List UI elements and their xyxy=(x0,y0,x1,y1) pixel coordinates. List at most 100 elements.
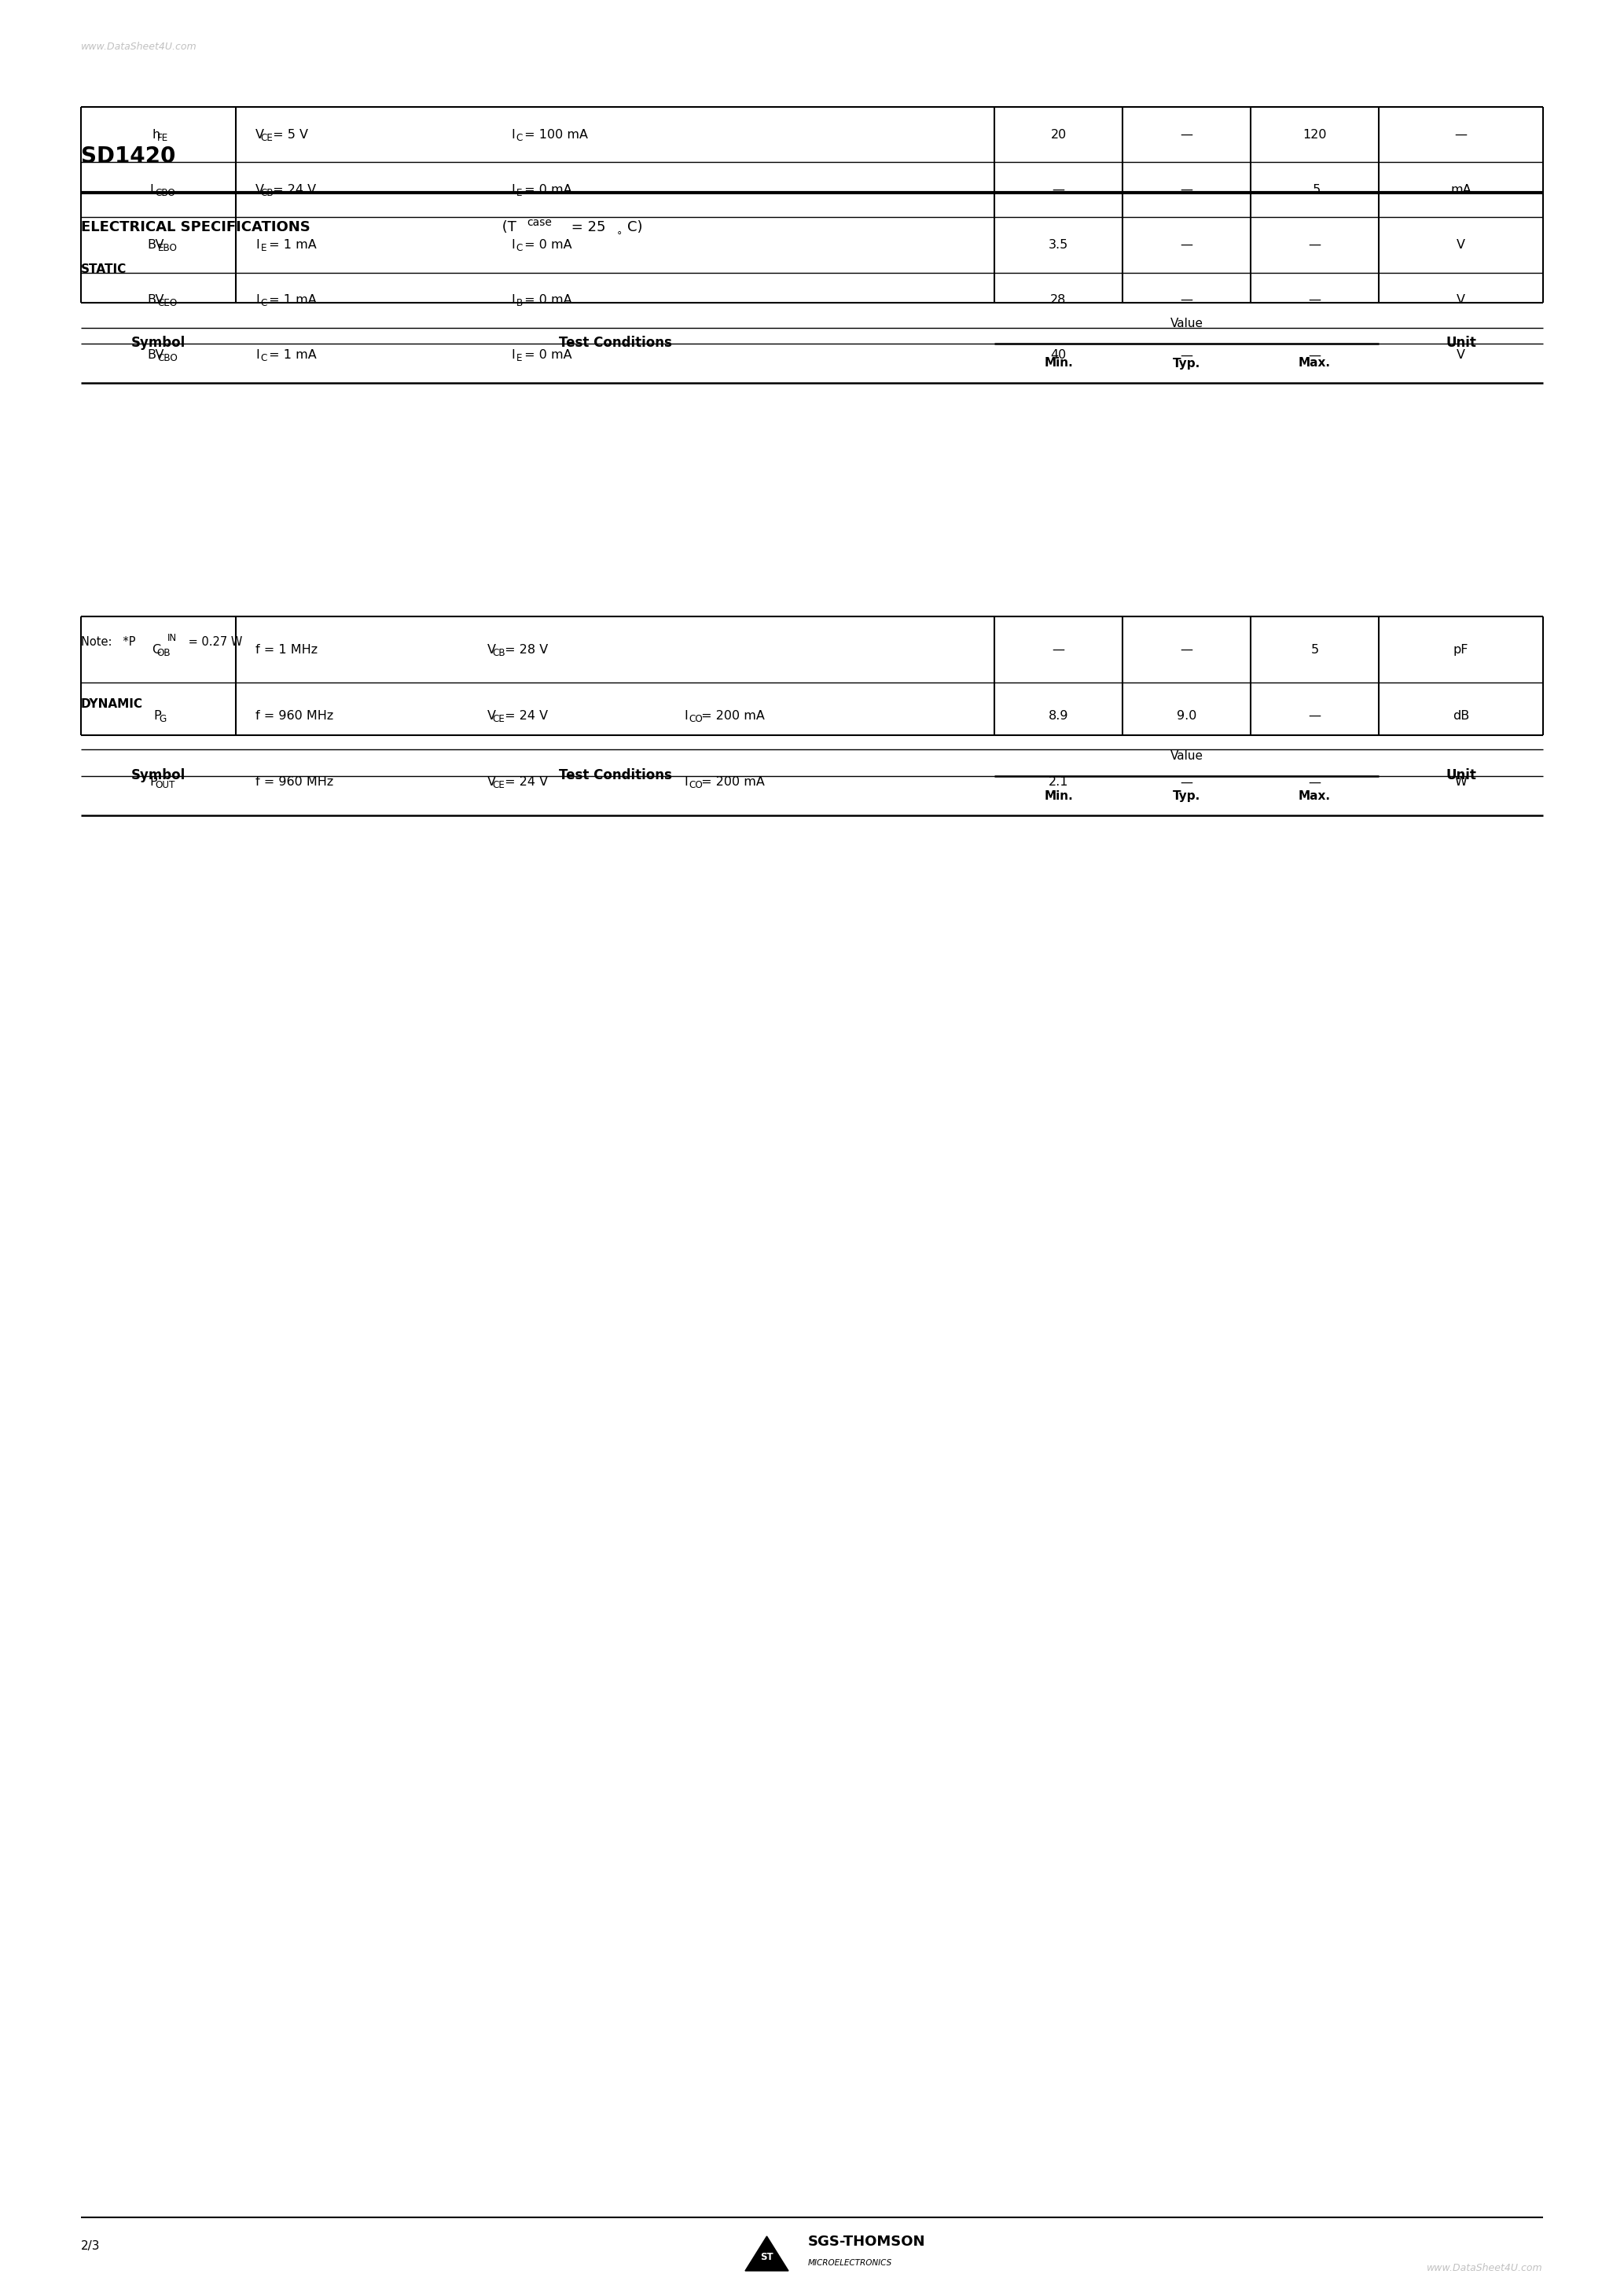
Text: Test Conditions: Test Conditions xyxy=(559,335,672,349)
Text: —: — xyxy=(1309,239,1320,250)
Text: —: — xyxy=(1181,184,1194,195)
Text: (T: (T xyxy=(497,220,516,234)
Text: = 0 mA: = 0 mA xyxy=(520,294,572,305)
Text: 3.5: 3.5 xyxy=(1049,239,1069,250)
Text: Typ.: Typ. xyxy=(1173,358,1200,370)
Text: = 200 mA: = 200 mA xyxy=(697,709,765,721)
Text: I: I xyxy=(255,349,260,360)
Text: f = 960 MHz: f = 960 MHz xyxy=(255,776,333,788)
Text: —: — xyxy=(1181,294,1194,305)
Text: I: I xyxy=(149,184,154,195)
Text: I: I xyxy=(684,776,687,788)
Text: = 24 V: = 24 V xyxy=(500,776,547,788)
Text: Unit: Unit xyxy=(1445,335,1476,349)
Text: V: V xyxy=(1457,349,1465,360)
Text: IN: IN xyxy=(167,634,177,643)
Text: I: I xyxy=(255,239,260,250)
Text: V: V xyxy=(487,709,495,721)
Text: 28: 28 xyxy=(1051,294,1067,305)
Text: I: I xyxy=(512,184,515,195)
Text: —: — xyxy=(1309,294,1320,305)
Text: FE: FE xyxy=(158,133,169,142)
Text: STATIC: STATIC xyxy=(81,264,127,276)
Text: V: V xyxy=(1457,239,1465,250)
Text: pF: pF xyxy=(1453,643,1468,657)
Text: I: I xyxy=(512,294,515,305)
Text: MICROELECTRONICS: MICROELECTRONICS xyxy=(809,2259,892,2266)
Text: CEO: CEO xyxy=(158,298,177,308)
Text: Symbol: Symbol xyxy=(132,769,185,783)
Text: 8.9: 8.9 xyxy=(1049,709,1069,721)
Text: E: E xyxy=(516,188,521,197)
Text: V: V xyxy=(255,184,265,195)
Text: C): C) xyxy=(627,220,643,234)
Text: = 0 mA: = 0 mA xyxy=(520,184,572,195)
Text: C: C xyxy=(261,298,268,308)
Text: = 100 mA: = 100 mA xyxy=(520,129,588,140)
Text: CE: CE xyxy=(492,714,505,723)
Text: CO: CO xyxy=(689,781,703,790)
Text: CE: CE xyxy=(492,781,505,790)
Text: = 1 mA: = 1 mA xyxy=(265,294,317,305)
Text: EBO: EBO xyxy=(158,243,177,253)
Text: = 0 mA: = 0 mA xyxy=(520,349,572,360)
Text: BV: BV xyxy=(148,239,164,250)
Text: SD1420: SD1420 xyxy=(81,145,175,168)
Text: h: h xyxy=(151,129,159,140)
Text: 20: 20 xyxy=(1051,129,1067,140)
Text: = 0 mA: = 0 mA xyxy=(520,239,572,250)
Text: Max.: Max. xyxy=(1299,358,1330,370)
Text: V: V xyxy=(255,129,265,140)
Text: E: E xyxy=(516,354,521,363)
Text: = 200 mA: = 200 mA xyxy=(697,776,765,788)
Text: BV: BV xyxy=(148,349,164,360)
Text: www.DataSheet4U.com: www.DataSheet4U.com xyxy=(1427,2264,1543,2273)
Text: I: I xyxy=(512,129,515,140)
Text: Note:   *P: Note: *P xyxy=(81,636,135,647)
Text: OB: OB xyxy=(158,647,171,659)
Text: CBO: CBO xyxy=(156,188,175,197)
Text: P: P xyxy=(154,709,161,721)
Text: Unit: Unit xyxy=(1445,769,1476,783)
Text: = 0.27 W: = 0.27 W xyxy=(185,636,242,647)
Text: Value: Value xyxy=(1169,751,1203,762)
Text: dB: dB xyxy=(1452,709,1470,721)
Text: www.DataSheet4U.com: www.DataSheet4U.com xyxy=(81,41,197,53)
Text: —: — xyxy=(1309,776,1320,788)
Text: Max.: Max. xyxy=(1299,790,1330,801)
Text: 9.0: 9.0 xyxy=(1176,709,1197,721)
Text: —: — xyxy=(1181,776,1194,788)
Text: CB: CB xyxy=(261,188,274,197)
Text: 2/3: 2/3 xyxy=(81,2241,101,2252)
Text: —: — xyxy=(1052,184,1065,195)
Text: = 24 V: = 24 V xyxy=(500,709,547,721)
Text: f = 960 MHz: f = 960 MHz xyxy=(255,709,333,721)
Text: mA: mA xyxy=(1450,184,1471,195)
Text: —: — xyxy=(1181,643,1194,657)
Text: E: E xyxy=(261,243,266,253)
Text: I: I xyxy=(684,709,687,721)
Text: B: B xyxy=(516,298,523,308)
Text: V: V xyxy=(487,643,495,657)
Text: C: C xyxy=(516,133,523,142)
Polygon shape xyxy=(745,2236,788,2271)
Text: 5: 5 xyxy=(1311,643,1319,657)
Text: DYNAMIC: DYNAMIC xyxy=(81,698,143,709)
Text: —: — xyxy=(1181,349,1194,360)
Text: —: — xyxy=(1052,643,1065,657)
Text: G: G xyxy=(159,714,166,723)
Text: = 24 V: = 24 V xyxy=(268,184,315,195)
Text: CO: CO xyxy=(689,714,703,723)
Text: CBO: CBO xyxy=(158,354,179,363)
Text: = 1 mA: = 1 mA xyxy=(265,349,317,360)
Text: —: — xyxy=(1181,129,1194,140)
Text: OUT: OUT xyxy=(156,781,175,790)
Text: ST: ST xyxy=(760,2252,773,2262)
Text: C: C xyxy=(261,354,268,363)
Text: Typ.: Typ. xyxy=(1173,790,1200,801)
Text: Value: Value xyxy=(1169,317,1203,328)
Text: —: — xyxy=(1455,129,1466,140)
Text: C: C xyxy=(151,643,161,657)
Text: CB: CB xyxy=(492,647,505,659)
Text: = 25: = 25 xyxy=(567,220,606,234)
